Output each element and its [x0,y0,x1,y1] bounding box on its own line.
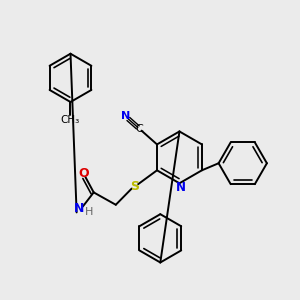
Text: N: N [176,181,186,194]
Text: C: C [135,124,143,134]
Text: N: N [121,111,130,121]
Text: N: N [74,202,84,215]
Text: O: O [79,167,89,180]
Text: H: H [85,207,93,217]
Text: S: S [130,180,140,193]
Text: CH₃: CH₃ [61,115,80,125]
